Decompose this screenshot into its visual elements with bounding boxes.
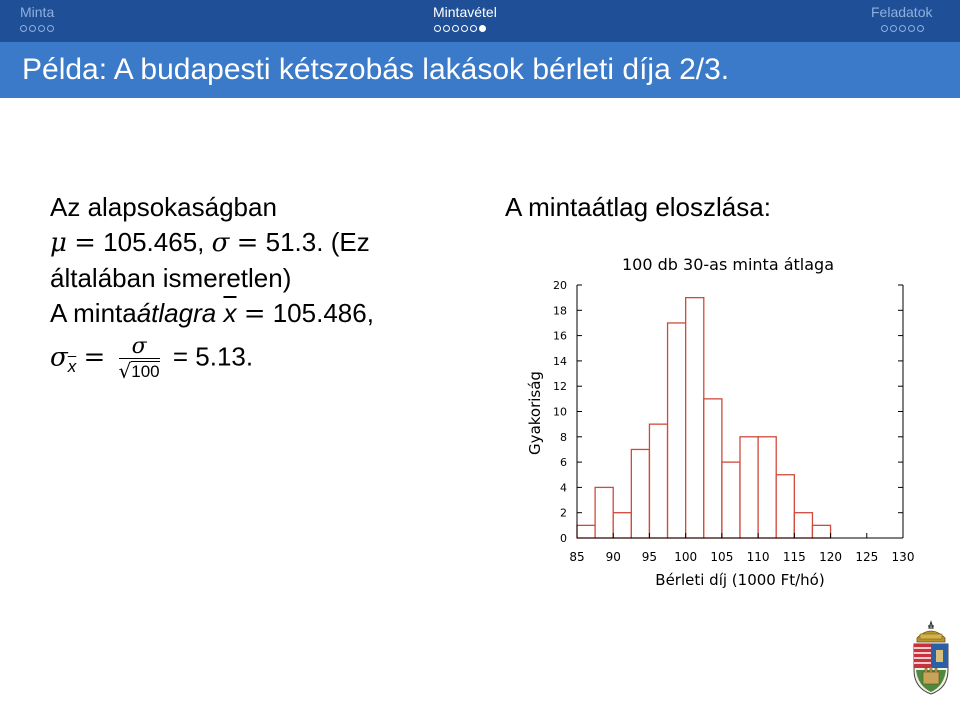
y-tick-label: 2 xyxy=(560,507,567,520)
x-tick-label: 125 xyxy=(855,550,878,564)
sqrt-radicand: 100 xyxy=(131,360,160,381)
x-tick-label: 105 xyxy=(710,550,733,564)
histogram-bar xyxy=(775,474,795,539)
sample-mean-italic: átlagra xyxy=(136,298,217,328)
histogram-bar xyxy=(685,297,705,539)
sample-mean-prefix: A minta xyxy=(50,298,137,328)
sigma-symbol: σ xyxy=(50,342,68,373)
sample-mean-line: A mintaátlagra x = 105.486, xyxy=(50,296,470,332)
distribution-caption: A mintaátlag eloszlása: xyxy=(505,192,771,222)
standard-error-value: = 5.13. xyxy=(172,341,254,372)
unknown-note: általában ismeretlen) xyxy=(50,263,292,293)
y-tick-label: 4 xyxy=(560,481,567,494)
x-tick-label: 120 xyxy=(819,550,842,564)
y-tick-label: 16 xyxy=(553,330,567,343)
fraction-numerator: σ xyxy=(131,334,147,359)
nav-dot-icon[interactable] xyxy=(890,25,897,32)
x-axis-label: Bérleti díj (1000 Ft/hó) xyxy=(655,571,824,589)
equals-sign: = xyxy=(236,228,259,258)
x-tick-label: 130 xyxy=(892,550,915,564)
histogram-bar xyxy=(594,486,614,539)
xbar-symbol: x xyxy=(223,298,237,328)
fraction-denominator: √ 100 xyxy=(118,358,160,383)
histogram-bar xyxy=(666,322,687,539)
histogram-bar xyxy=(630,448,651,539)
y-tick-label: 10 xyxy=(553,406,567,419)
x-tick-label: 100 xyxy=(674,550,697,564)
left-column: Az alapsokaságban μ = 105.465, σ = 51.3.… xyxy=(50,190,470,381)
histogram-bar xyxy=(703,398,723,539)
y-tick-label: 18 xyxy=(553,304,567,317)
histogram-bar xyxy=(757,436,777,539)
histogram-bar xyxy=(612,512,632,539)
university-crest-icon xyxy=(913,620,949,695)
nav-dot-icon[interactable] xyxy=(452,25,459,32)
chart-title: 100 db 30-as minta átlaga xyxy=(622,255,834,274)
nav-dots-feladatok[interactable] xyxy=(881,25,924,37)
x-tick-label: 90 xyxy=(606,550,621,564)
frame-title: Példa: A budapesti kétszobás lakások bér… xyxy=(22,53,730,86)
y-tick-label: 12 xyxy=(553,380,567,393)
standard-error-fraction: σ √ 100 xyxy=(118,334,160,383)
xbar-value: 105.486, xyxy=(272,298,374,328)
equals-sign: = xyxy=(83,342,106,373)
y-tick-label: 8 xyxy=(560,431,567,444)
sqrt-icon: √ xyxy=(118,359,132,383)
x-tick-label: 115 xyxy=(783,550,806,564)
nav-dot-icon[interactable] xyxy=(47,25,54,32)
x-tick-label: 110 xyxy=(747,550,770,564)
nav-dot-icon[interactable] xyxy=(917,25,924,32)
nav-dot-icon[interactable] xyxy=(881,25,888,32)
sigma-value: 51.3. xyxy=(265,227,324,257)
nav-dot-icon[interactable] xyxy=(908,25,915,32)
x-tick-label: 95 xyxy=(642,550,657,564)
sigma-symbol: σ xyxy=(211,228,230,258)
equals-sign: = xyxy=(74,228,96,258)
nav-dot-icon[interactable] xyxy=(434,25,441,32)
y-tick-label: 20 xyxy=(553,279,567,292)
navigation-bar: Minta Mintavétel Feladatok xyxy=(0,0,960,42)
paren-note-start: (Ez xyxy=(330,227,370,257)
histogram-bar xyxy=(811,524,832,539)
y-axis-label: Gyakoriság xyxy=(526,371,544,455)
frame-title-bar: Példa: A budapesti kétszobás lakások bér… xyxy=(0,42,960,98)
nav-section-mintavetel[interactable]: Mintavétel xyxy=(433,4,497,20)
y-tick-label: 6 xyxy=(560,456,567,469)
histogram-bar xyxy=(739,436,759,539)
nav-dots-minta[interactable] xyxy=(20,25,54,37)
histogram-bar xyxy=(721,461,741,539)
equals-sign: = xyxy=(243,299,266,329)
mu-value: 105.465, xyxy=(103,227,205,257)
y-tick-label: 0 xyxy=(560,532,567,545)
y-tick-label: 14 xyxy=(553,355,567,368)
mu-symbol: μ xyxy=(50,228,67,258)
nav-section-minta[interactable]: Minta xyxy=(20,4,55,20)
nav-dot-icon[interactable] xyxy=(461,25,468,32)
histogram-bar xyxy=(648,423,669,539)
x-tick-label: 85 xyxy=(569,550,584,564)
nav-dot-icon[interactable] xyxy=(443,25,450,32)
nav-dot-icon[interactable] xyxy=(29,25,36,32)
xbar-subscript: x xyxy=(67,357,77,377)
nav-dot-icon[interactable] xyxy=(899,25,906,32)
population-parameters: μ = 105.465, σ = 51.3. (Ez xyxy=(50,225,470,261)
sample-mean-histogram: 100 db 30-as minta átlaga Gyakoriság Bér… xyxy=(526,255,915,589)
nav-dot-icon[interactable] xyxy=(470,25,477,32)
standard-error-line: σx = σ √ 100 = 5.13. xyxy=(50,334,470,383)
nav-dot-icon[interactable] xyxy=(479,25,486,32)
population-intro: Az alapsokaságban xyxy=(50,192,277,222)
nav-section-feladatok[interactable]: Feladatok xyxy=(871,4,933,20)
histogram-bar xyxy=(793,512,814,539)
nav-dot-icon[interactable] xyxy=(20,25,27,32)
histogram-bar xyxy=(576,524,596,539)
nav-dots-mintavetel[interactable] xyxy=(434,25,486,37)
nav-dot-icon[interactable] xyxy=(38,25,45,32)
